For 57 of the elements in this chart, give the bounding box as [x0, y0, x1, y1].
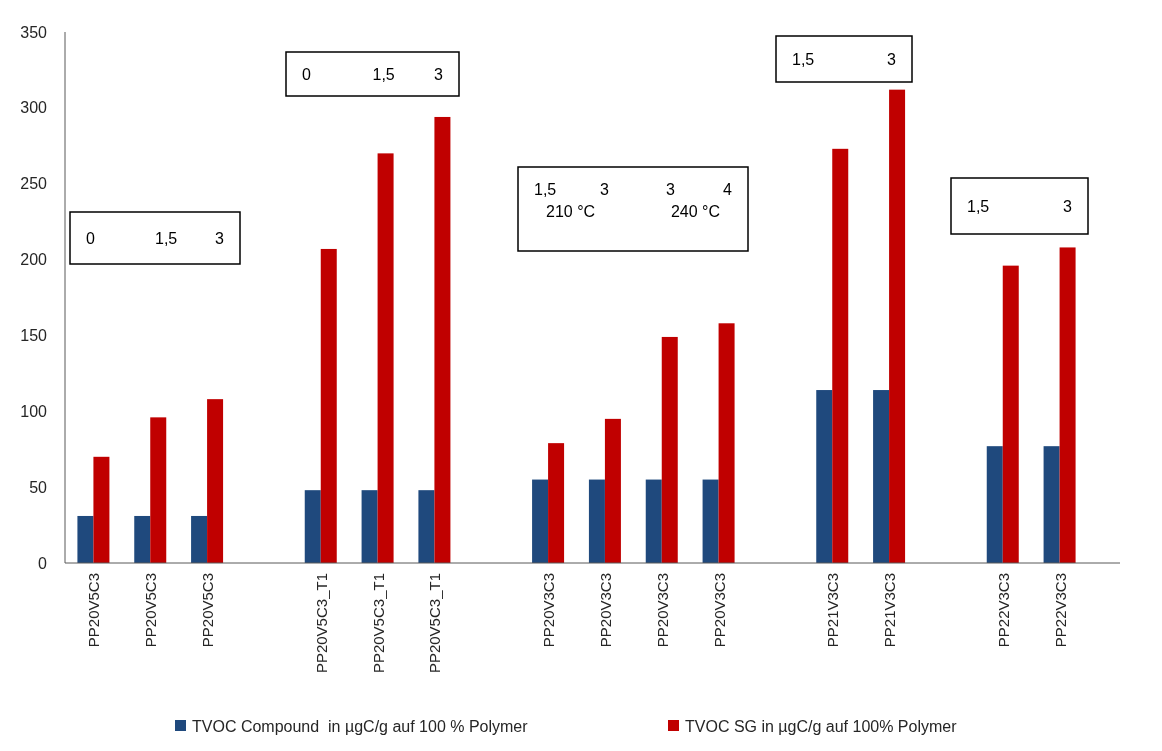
bar	[320, 248, 337, 563]
y-tick-label: 300	[20, 99, 48, 117]
x-tick-label: PP22V3C3	[994, 573, 1012, 648]
text: 0 1,5 3	[302, 65, 443, 83]
bar	[588, 479, 605, 563]
bar	[418, 490, 435, 563]
x-tick-label: PP22V3C3	[1051, 573, 1069, 648]
bar	[377, 153, 394, 563]
bar	[889, 89, 906, 563]
x-tick-label: PP20V3C3	[710, 573, 728, 648]
y-tick-label: 350	[20, 23, 48, 41]
y-tick-label: 200	[20, 251, 48, 269]
bar	[702, 479, 719, 563]
bar	[873, 390, 890, 563]
bar	[645, 479, 662, 563]
y-tick-label: 150	[20, 327, 48, 345]
x-tick-label: PP20V5C3	[85, 573, 103, 648]
bar	[191, 515, 208, 563]
bar	[604, 418, 621, 563]
x-tick-label: PP20V5C3_T1	[312, 573, 330, 674]
x-tick-label: PP20V3C3	[540, 573, 558, 648]
y-tick-label: 100	[20, 402, 48, 420]
bar	[361, 490, 378, 563]
bar	[986, 446, 1003, 563]
bar	[1002, 265, 1019, 563]
bar	[718, 323, 735, 563]
x-tick-label: PP21V3C3	[881, 573, 899, 648]
legend-label: TVOC SG in µgC/g auf 100% Polymer	[685, 717, 958, 735]
text: 1,5 3	[792, 50, 896, 68]
x-tick-label: PP20V5C3_T1	[369, 573, 387, 674]
y-tick-label: 50	[29, 478, 48, 496]
y-tick-label: 250	[20, 175, 48, 193]
bar	[548, 443, 565, 563]
bar	[150, 417, 167, 563]
bar	[661, 336, 678, 563]
text: 0 1,5 3	[86, 229, 224, 247]
bar	[832, 148, 849, 563]
text: 1,5 3 3 4 210 °C 240 °C	[534, 180, 732, 220]
x-tick-label: PP20V3C3	[653, 573, 671, 648]
y-tick-label: 0	[38, 554, 48, 572]
x-tick-label: PP20V5C3_T1	[426, 573, 444, 674]
bar	[304, 490, 321, 563]
bar	[532, 479, 549, 563]
legend-label: TVOC Compound in µgC/g auf 100 % Polymer	[192, 717, 529, 735]
bar	[77, 515, 94, 563]
x-tick-label: PP20V3C3	[596, 573, 614, 648]
bar	[1059, 247, 1076, 563]
text: 1,5 3	[967, 197, 1072, 215]
bar	[434, 116, 451, 563]
bar	[1043, 446, 1060, 563]
x-tick-label: PP20V5C3	[199, 573, 217, 648]
bar	[207, 399, 224, 563]
x-tick-label: PP20V5C3	[142, 573, 160, 648]
bar	[93, 456, 110, 563]
x-tick-label: PP21V3C3	[824, 573, 842, 648]
bar	[134, 515, 151, 563]
bar	[816, 390, 833, 563]
